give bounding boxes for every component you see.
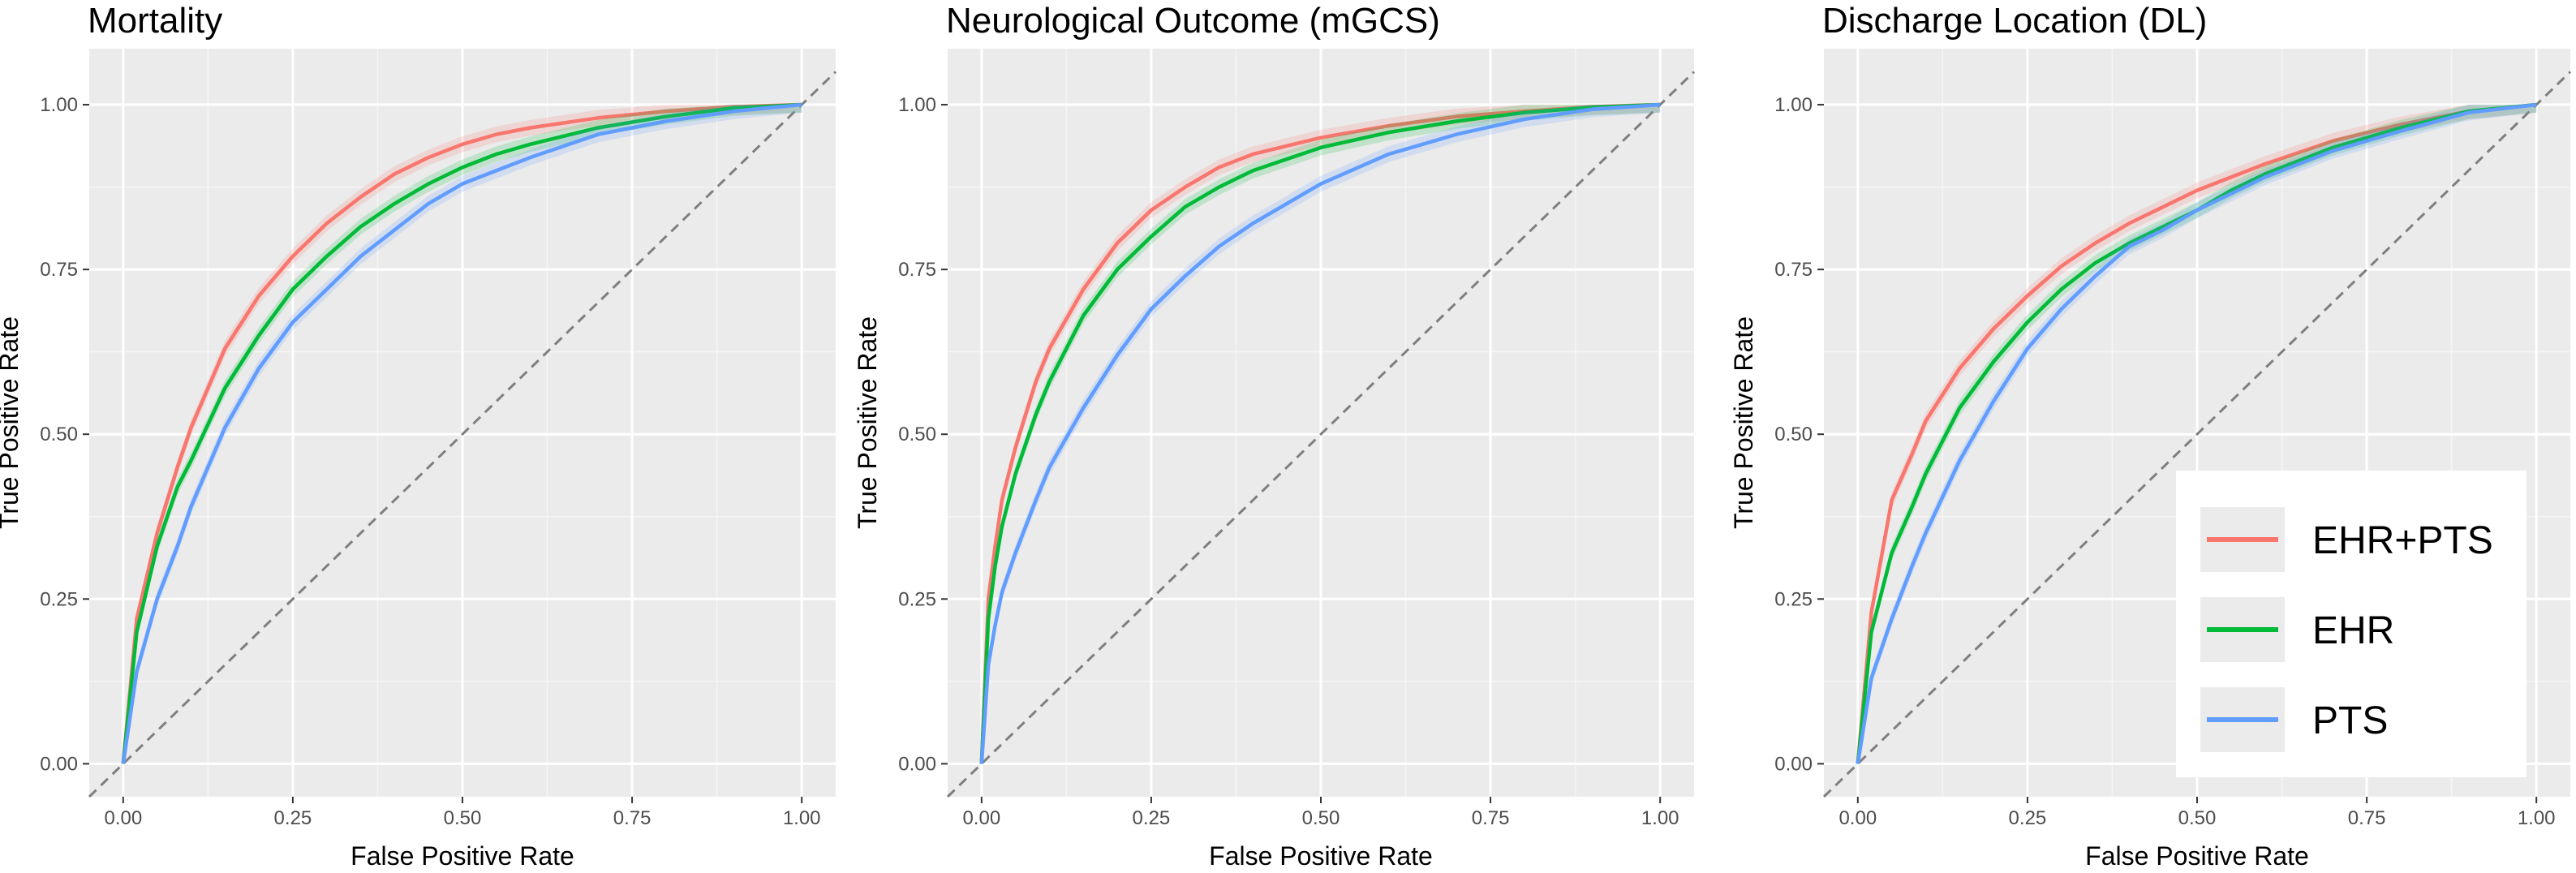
legend: EHR+PTS EHR PTS: [2176, 471, 2527, 777]
y-tick-label: 1.00: [898, 94, 936, 116]
y-axis-title: True Positive Rate: [853, 316, 882, 529]
x-tick-label: 0.75: [1472, 807, 1510, 829]
y-tick-label: 0.25: [40, 588, 78, 610]
panel-2: 0.00 0.00 0.25 0.25 0.50 0.50 0.75 0.75 1.00 1.00…: [853, 1, 1696, 871]
x-tick-label: 0.50: [2178, 807, 2217, 829]
y-tick-label: 1.00: [40, 94, 78, 116]
x-axis-title: False Positive Rate: [1209, 841, 1433, 871]
y-axis-title: True Positive Rate: [1729, 316, 1758, 529]
y-axis-title: True Positive Rate: [0, 316, 24, 529]
y-tick-label: 1.00: [1774, 94, 1813, 116]
x-tick-label: 1.00: [783, 807, 821, 829]
diagonal-reference-line: [946, 71, 1696, 798]
series-line-ehr-pts: [121, 102, 802, 764]
x-tick-label: 0.25: [1133, 807, 1171, 829]
y-tick-label: 0.50: [1774, 424, 1813, 445]
legend-label: EHR+PTS: [2312, 519, 2493, 562]
y-tick-label: 0.00: [40, 753, 78, 775]
panel-1: 0.00 0.00 0.25 0.25 0.50 0.50 0.75 0.75 1.00 1.00…: [0, 1, 837, 871]
y-tick-label: 0.75: [898, 259, 936, 281]
y-tick-label: 0.50: [40, 424, 78, 445]
panel-title: Neurological Outcome (mGCS): [946, 1, 1440, 41]
x-tick-label: 1.00: [1641, 807, 1679, 829]
x-tick-label: 0.75: [2348, 807, 2386, 829]
diagonal-reference-line: [1822, 71, 2572, 798]
series-line-pts: [1856, 102, 2537, 764]
x-tick-label: 0.00: [962, 807, 1000, 829]
series-line-ehr-pts: [1856, 102, 2537, 764]
y-tick-label: 0.00: [1774, 753, 1813, 775]
x-tick-label: 1.00: [2518, 807, 2556, 829]
panel-title: Mortality: [88, 1, 222, 41]
panel-title: Discharge Location (DL): [1822, 1, 2207, 41]
legend-label: PTS: [2312, 699, 2388, 742]
series-line-ehr: [979, 102, 1661, 764]
x-tick-label: 0.25: [274, 807, 312, 829]
x-tick-label: 0.25: [2009, 807, 2047, 829]
y-tick-label: 0.25: [1774, 588, 1813, 610]
y-tick-label: 0.50: [898, 424, 936, 445]
y-tick-label: 0.75: [40, 259, 78, 281]
x-tick-label: 0.00: [1838, 807, 1877, 829]
diagonal-reference-line: [88, 71, 837, 798]
legend-label: EHR: [2312, 609, 2394, 652]
x-axis-title: False Positive Rate: [350, 841, 574, 871]
x-tick-label: 0.50: [444, 807, 482, 829]
y-tick-label: 0.75: [1774, 259, 1813, 281]
x-axis-title: False Positive Rate: [2085, 841, 2309, 871]
panel-3: 0.00 0.00 0.25 0.25 0.50 0.50 0.75 0.75 1.00 1.00…: [1729, 1, 2572, 871]
x-tick-label: 0.50: [1302, 807, 1340, 829]
series-line-ehr: [1856, 102, 2537, 764]
series-line-pts: [121, 102, 802, 764]
x-tick-label: 0.00: [104, 807, 142, 829]
y-tick-label: 0.25: [898, 588, 936, 610]
x-tick-label: 0.75: [613, 807, 652, 829]
series-line-ehr-pts: [979, 102, 1661, 764]
series-line-ehr: [121, 102, 802, 764]
y-tick-label: 0.00: [898, 753, 936, 775]
series-line-pts: [979, 102, 1661, 764]
